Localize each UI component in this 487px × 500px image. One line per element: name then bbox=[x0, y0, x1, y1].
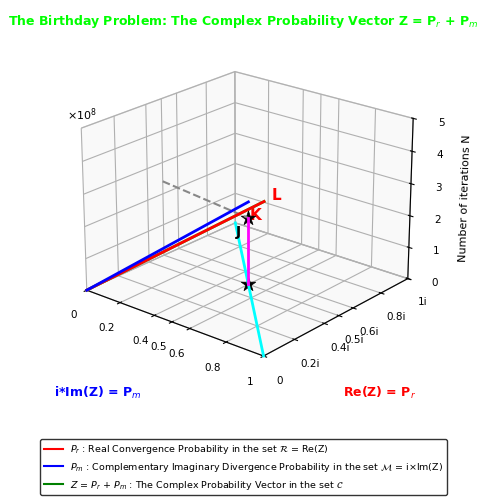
Legend: $P_r$ : Real Convergence Probability in the set $\mathcal{R}$ = Re(Z), $P_m$ : C: $P_r$ : Real Convergence Probability in … bbox=[40, 440, 447, 496]
Text: $\times10^8$: $\times10^8$ bbox=[67, 107, 97, 124]
Text: Re(Z) = P$_r$: Re(Z) = P$_r$ bbox=[343, 384, 416, 400]
Text: The Birthday Problem: The Complex Probability Vector Z = P$_r$ + P$_m$: The Birthday Problem: The Complex Probab… bbox=[8, 12, 479, 29]
Text: i*Im(Z) = P$_m$: i*Im(Z) = P$_m$ bbox=[54, 384, 141, 400]
